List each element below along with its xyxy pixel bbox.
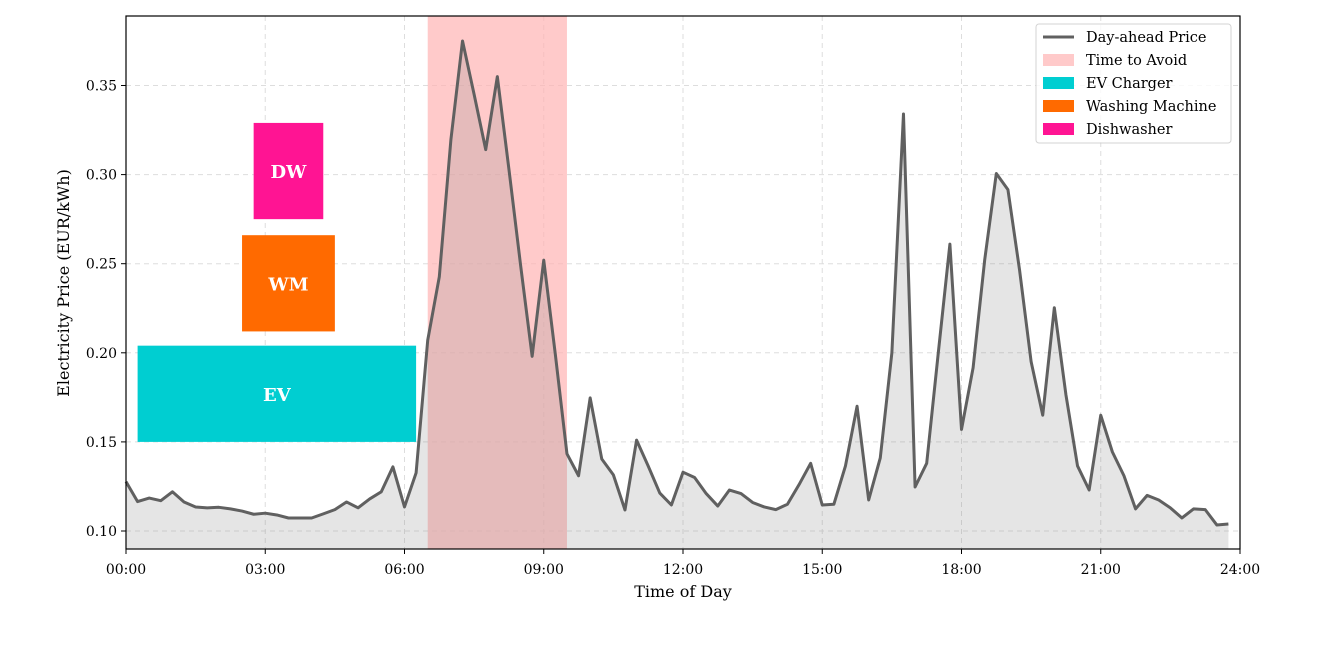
y-tick-label: 0.15 bbox=[86, 435, 117, 451]
x-tick-label: 15:00 bbox=[802, 562, 842, 578]
legend-label: Time to Avoid bbox=[1086, 53, 1187, 69]
x-tick-label: 09:00 bbox=[524, 562, 564, 578]
x-tick-label: 24:00 bbox=[1220, 562, 1260, 578]
x-tick-label: 12:00 bbox=[663, 562, 703, 578]
y-tick-label: 0.25 bbox=[86, 257, 117, 273]
avoid-window-band bbox=[427, 16, 567, 549]
y-axis-label: Electricity Price (EUR/kWh) bbox=[54, 169, 73, 397]
appliance-label: EV bbox=[263, 385, 292, 406]
x-tick-label: 18:00 bbox=[941, 562, 981, 578]
legend-swatch bbox=[1043, 77, 1074, 89]
appliance-blocks: EV WM DW bbox=[137, 122, 417, 442]
x-axis-label: Time of Day bbox=[634, 582, 732, 601]
y-tick-label: 0.20 bbox=[86, 346, 117, 362]
legend-label: EV Charger bbox=[1086, 76, 1173, 92]
legend-swatch bbox=[1043, 54, 1074, 66]
x-tick-label: 03:00 bbox=[245, 562, 285, 578]
price-line bbox=[124, 39, 1229, 527]
avoid-window bbox=[427, 16, 567, 549]
x-tick-label: 21:00 bbox=[1081, 562, 1121, 578]
legend-label: Dishwasher bbox=[1086, 122, 1172, 138]
appliance-label: WM bbox=[267, 274, 308, 295]
price-fill bbox=[126, 40, 1229, 549]
legend-label: Washing Machine bbox=[1086, 99, 1216, 115]
legend-swatch bbox=[1043, 100, 1074, 112]
appliance-block-wm bbox=[242, 235, 335, 332]
appliance-block-ev bbox=[137, 345, 417, 442]
price-line-group bbox=[124, 39, 1229, 527]
legend: Day-ahead Price Time to Avoid EV Charger Wa… bbox=[1035, 23, 1232, 144]
legend-label: Day-ahead Price bbox=[1086, 30, 1207, 46]
price-area bbox=[126, 40, 1229, 549]
y-tick-label: 0.35 bbox=[86, 78, 117, 94]
x-tick-label: 06:00 bbox=[384, 562, 424, 578]
legend-swatch bbox=[1043, 123, 1074, 135]
y-tick-label: 0.10 bbox=[86, 524, 117, 540]
appliance-label: DW bbox=[271, 162, 308, 183]
x-tick-label: 00:00 bbox=[106, 562, 146, 578]
y-tick-label: 0.30 bbox=[86, 168, 117, 184]
appliance-block-dw bbox=[253, 122, 324, 220]
legend-box bbox=[1035, 23, 1232, 144]
axes: 00:00 03:00 06:00 09:00 12:00 15:00 18:00 21:00… bbox=[86, 15, 1260, 578]
